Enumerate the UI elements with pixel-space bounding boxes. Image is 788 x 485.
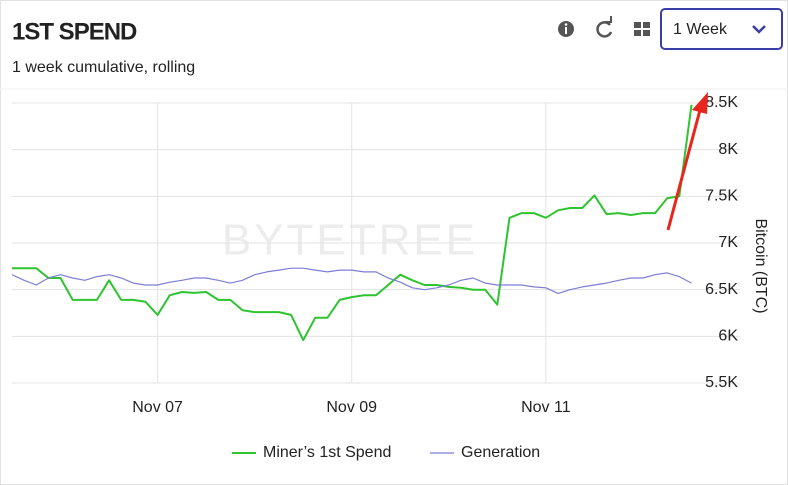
y-tick-label: 5.5K (705, 374, 738, 391)
title: 1ST SPEND (12, 18, 137, 45)
legend-label: Miner’s 1st Spend (263, 444, 391, 461)
y-tick-label: 6K (718, 328, 738, 345)
y-tick-label: 8.5K (705, 94, 738, 111)
legend-item[interactable]: Miner’s 1st Spend (232, 444, 391, 461)
layout-icon[interactable] (634, 22, 650, 36)
series-line (12, 104, 693, 342)
legend-item[interactable]: Generation (430, 444, 540, 461)
x-tick-label: Nov 07 (132, 399, 183, 416)
watermark: BYTETREE (222, 216, 478, 265)
refresh-icon[interactable] (596, 16, 613, 38)
series-line (11, 267, 692, 294)
plot-area: BYTETREE 5.5K 6K 6.5K 7K 7.5K 8K 8.5K Nov 07 Nov … (11, 94, 769, 416)
subtitle: 1 week cumulative, rolling (12, 59, 195, 76)
legend-label: Generation (461, 444, 540, 461)
y-tick-label: 7K (718, 234, 738, 251)
y-tick-label: 7.5K (705, 188, 738, 205)
y-axis-label: Bitcoin (BTC) (752, 218, 769, 313)
annotation-arrow (666, 92, 708, 231)
x-tick-label: Nov 09 (326, 399, 377, 416)
period-dropdown[interactable]: 1 Week (660, 8, 783, 50)
info-icon[interactable] (558, 21, 574, 37)
x-tick-label: Nov 11 (521, 399, 571, 416)
period-label: 1 Week (673, 21, 728, 38)
y-tick-label: 6.5K (705, 281, 738, 298)
y-tick-label: 8K (718, 141, 738, 158)
